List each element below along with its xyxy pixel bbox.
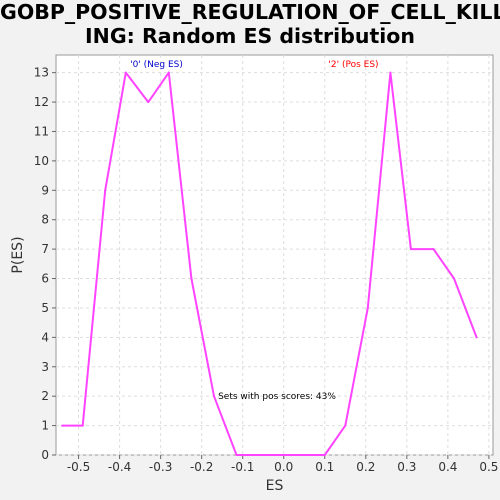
x-tick-label: -0.1 [231, 460, 254, 474]
data-point [366, 306, 369, 309]
x-tick-label: 0.2 [356, 460, 375, 474]
x-tick-label: 0.4 [438, 460, 457, 474]
data-point [167, 71, 170, 74]
x-tick-label: -0.5 [67, 460, 90, 474]
axis-layer: -0.5 -0.4 -0.3 -0.2 -0.1 0.0 0.1 0.2 0.3 0.4 0.5 0 1… [34, 66, 499, 474]
neg-es-label: '0' (Neg ES) [130, 60, 183, 70]
data-point [301, 454, 304, 456]
data-point [432, 248, 435, 251]
data-point [475, 336, 478, 339]
data-point [124, 71, 127, 74]
data-point [104, 189, 107, 192]
data-point [409, 248, 412, 251]
chart-title-line-1: GOBP_POSITIVE_REGULATION_OF_CELL_KILL [0, 0, 500, 24]
y-tick-label: 7 [41, 242, 49, 256]
y-tick-label: 5 [41, 301, 49, 315]
plot-area [55, 54, 494, 456]
data-point [323, 454, 326, 456]
y-tick-label: 3 [41, 360, 49, 374]
data-point [81, 424, 84, 427]
x-tick-label: -0.2 [190, 460, 213, 474]
y-tick-label: 8 [41, 213, 49, 227]
y-tick-label: 9 [41, 183, 49, 197]
y-tick-label: 1 [41, 419, 49, 433]
x-tick-label: 0.3 [397, 460, 416, 474]
chart-title-line-2: ING: Random ES distribution [85, 24, 415, 48]
x-tick-label: 0.1 [315, 460, 334, 474]
data-point [61, 424, 64, 427]
pos-scores-annotation: Sets with pos scores: 43% [218, 392, 336, 402]
y-tick-label: 6 [41, 272, 49, 286]
data-point [453, 277, 456, 280]
x-tick-label: -0.4 [108, 460, 131, 474]
y-axis-label: P(ES) [10, 236, 26, 273]
chart-title: GOBP_POSITIVE_REGULATION_OF_CELL_KILL IN… [0, 0, 500, 48]
series-line [62, 71, 478, 456]
y-tick-label: 13 [34, 66, 49, 80]
y-tick-label: 0 [41, 448, 49, 462]
y-tick-label: 2 [41, 389, 49, 403]
x-tick-label: -0.3 [149, 460, 172, 474]
data-point [389, 71, 392, 74]
x-axis-label: ES [266, 478, 284, 494]
data-point [147, 101, 150, 104]
data-point [235, 454, 238, 456]
y-tick-label: 11 [34, 124, 49, 138]
pos-es-label: '2' (Pos ES) [328, 60, 378, 70]
data-point [190, 277, 193, 280]
data-point [212, 395, 215, 398]
point-layer [61, 71, 478, 456]
data-point [280, 454, 283, 456]
y-tick-label: 12 [34, 95, 49, 109]
y-tick-label: 10 [34, 154, 49, 168]
x-tick-label: 0.0 [274, 460, 293, 474]
data-point [344, 424, 347, 427]
grid-layer [56, 55, 493, 456]
x-tick-label: 0.5 [479, 460, 498, 474]
data-point [258, 454, 261, 456]
y-tick-label: 4 [41, 330, 49, 344]
